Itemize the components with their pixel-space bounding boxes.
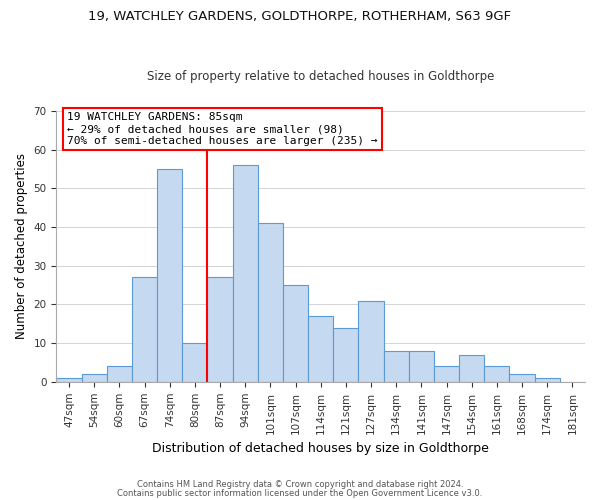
Bar <box>308 316 333 382</box>
Text: Contains HM Land Registry data © Crown copyright and database right 2024.: Contains HM Land Registry data © Crown c… <box>137 480 463 489</box>
Y-axis label: Number of detached properties: Number of detached properties <box>15 154 28 340</box>
Bar <box>409 351 434 382</box>
X-axis label: Distribution of detached houses by size in Goldthorpe: Distribution of detached houses by size … <box>152 442 489 455</box>
Bar <box>535 378 560 382</box>
Bar <box>182 343 208 382</box>
Text: 19 WATCHLEY GARDENS: 85sqm
← 29% of detached houses are smaller (98)
70% of semi: 19 WATCHLEY GARDENS: 85sqm ← 29% of deta… <box>67 112 377 146</box>
Bar <box>358 300 383 382</box>
Bar <box>333 328 358 382</box>
Title: Size of property relative to detached houses in Goldthorpe: Size of property relative to detached ho… <box>147 70 494 84</box>
Bar <box>157 169 182 382</box>
Bar <box>484 366 509 382</box>
Text: 19, WATCHLEY GARDENS, GOLDTHORPE, ROTHERHAM, S63 9GF: 19, WATCHLEY GARDENS, GOLDTHORPE, ROTHER… <box>88 10 512 23</box>
Text: Contains public sector information licensed under the Open Government Licence v3: Contains public sector information licen… <box>118 489 482 498</box>
Bar <box>132 278 157 382</box>
Bar <box>383 351 409 382</box>
Bar <box>459 354 484 382</box>
Bar <box>56 378 82 382</box>
Bar <box>107 366 132 382</box>
Bar <box>283 285 308 382</box>
Bar <box>434 366 459 382</box>
Bar <box>509 374 535 382</box>
Bar <box>208 278 233 382</box>
Bar <box>258 223 283 382</box>
Bar <box>233 165 258 382</box>
Bar <box>82 374 107 382</box>
